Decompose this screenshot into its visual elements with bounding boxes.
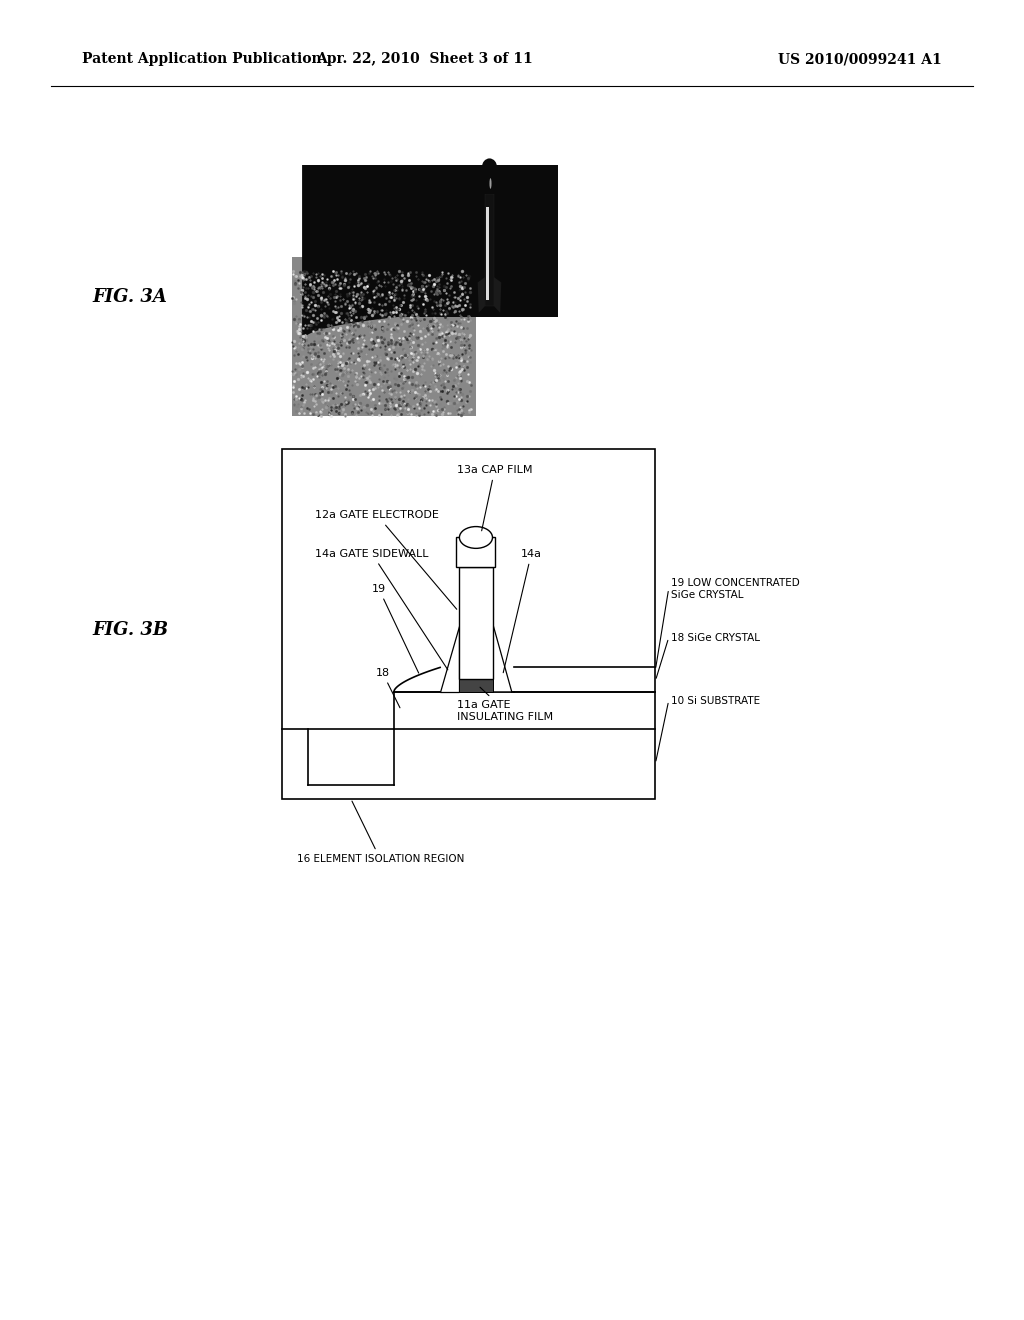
Bar	[486, 207, 489, 300]
Bar	[399, 165, 558, 317]
Text: 11a GATE
INSULATING FILM: 11a GATE INSULATING FILM	[458, 688, 553, 722]
Bar	[457, 537, 496, 566]
Bar	[292, 165, 558, 416]
Text: 19: 19	[372, 583, 419, 673]
Text: 13a CAP FILM: 13a CAP FILM	[457, 465, 532, 531]
Polygon shape	[302, 165, 399, 343]
Text: Apr. 22, 2010  Sheet 3 of 11: Apr. 22, 2010 Sheet 3 of 11	[316, 53, 534, 66]
Ellipse shape	[489, 178, 492, 189]
Text: 19 LOW CONCENTRATED
SiGe CRYSTAL: 19 LOW CONCENTRATED SiGe CRYSTAL	[671, 578, 800, 599]
Text: 18: 18	[376, 668, 400, 708]
Bar	[485, 194, 494, 306]
Bar	[459, 678, 494, 692]
Bar	[292, 257, 476, 416]
Text: 10 Si SUBSTRATE: 10 Si SUBSTRATE	[671, 696, 760, 706]
Bar	[282, 449, 655, 799]
Bar	[459, 566, 494, 678]
Polygon shape	[440, 626, 459, 692]
Text: Patent Application Publication: Patent Application Publication	[82, 53, 322, 66]
Polygon shape	[494, 626, 512, 692]
Polygon shape	[477, 277, 485, 313]
Text: FIG. 3B: FIG. 3B	[92, 620, 168, 639]
Text: 14a GATE SIDEWALL: 14a GATE SIDEWALL	[315, 549, 447, 669]
Text: FIG. 3A: FIG. 3A	[92, 288, 167, 306]
Text: US 2010/0099241 A1: US 2010/0099241 A1	[778, 53, 942, 66]
Ellipse shape	[481, 158, 498, 177]
Polygon shape	[494, 277, 502, 313]
Text: 14a: 14a	[503, 549, 542, 673]
Text: 16 ELEMENT ISOLATION REGION: 16 ELEMENT ISOLATION REGION	[297, 801, 464, 865]
Bar	[481, 168, 498, 194]
Text: 18 SiGe CRYSTAL: 18 SiGe CRYSTAL	[671, 632, 760, 643]
Text: 12a GATE ELECTRODE: 12a GATE ELECTRODE	[315, 511, 457, 610]
Ellipse shape	[460, 527, 493, 548]
